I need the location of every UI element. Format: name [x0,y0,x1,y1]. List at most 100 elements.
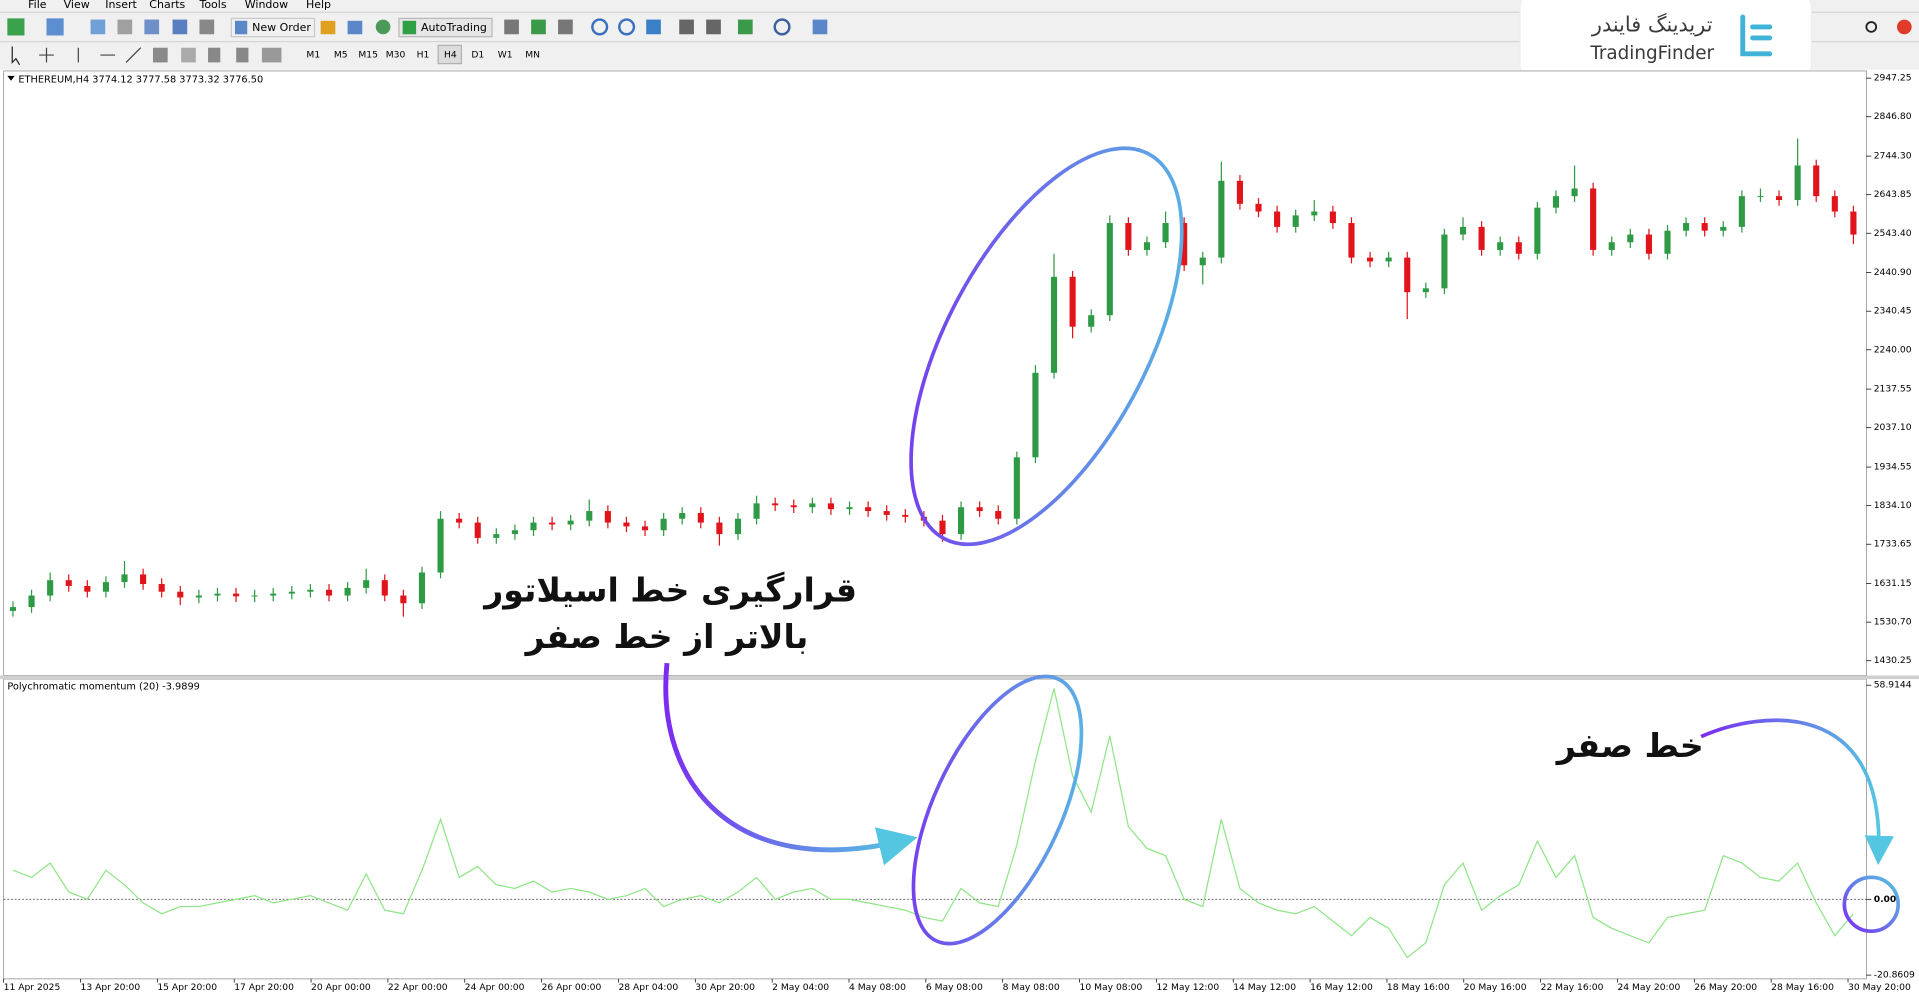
icon[interactable] [706,19,721,35]
menu-item[interactable]: View [64,0,90,11]
x-tick-label: 20 May 16:00 [1464,982,1527,993]
candle-body [1608,242,1615,250]
x-tick-label: 6 May 08:00 [926,982,983,993]
icon[interactable] [152,47,168,63]
momentum-line [12,688,1854,959]
timeframe-button[interactable]: M30 [386,50,406,61]
arrow [1700,718,1894,866]
logo-en: TradingFinder [1589,43,1714,64]
logo-fa: تریدینگ فایندر [1591,13,1713,37]
candle-body [1813,165,1820,197]
x-tick-label: 16 May 12:00 [1310,982,1373,993]
timeframe-button[interactable]: M15 [358,50,378,61]
candle-body [1701,223,1708,231]
candle-body [1627,234,1634,243]
icon[interactable] [261,47,282,63]
candle-body [1050,276,1058,373]
icon[interactable] [117,19,133,35]
candle-body [102,582,109,592]
candle-body [381,580,388,596]
menu-item[interactable]: Charts [149,0,185,11]
icon[interactable] [7,18,25,36]
icon[interactable] [172,19,188,35]
candle-body [1422,288,1429,293]
annotation: قرارگیری خط اسیلاتور [482,571,857,611]
candle-body [1441,234,1448,289]
x-tick-label: 20 Apr 00:00 [311,982,371,993]
icon[interactable] [375,19,391,35]
candle-body [1274,211,1281,227]
timeframe-button[interactable]: H1 [417,50,430,61]
timeframe-button[interactable]: H4 [444,50,457,61]
icon[interactable] [144,19,160,35]
x-tick-label: 13 Apr 20:00 [81,982,141,993]
y-tick-label: 2947.25 [1874,73,1912,84]
icon[interactable] [46,18,64,36]
timeframe-button[interactable]: W1 [498,50,513,61]
candle-body [270,593,277,596]
icon[interactable] [320,20,336,35]
menu-item[interactable]: Tools [198,0,226,11]
new-order-button[interactable] [230,17,316,38]
line-tools[interactable] [77,47,142,63]
highlight-ellipse [909,146,1184,547]
candle-body [753,503,760,519]
autotrading-label: AutoTrading [421,21,487,34]
icon[interactable] [591,18,609,36]
y-tick-label: 2137.55 [1874,384,1912,395]
candle-body [1497,242,1504,250]
icon[interactable] [347,20,363,35]
icon[interactable] [737,19,753,35]
candle-body [1366,257,1374,262]
icon[interactable] [208,47,221,63]
cursor-tool[interactable] [11,46,21,66]
zero-circle [1842,875,1901,933]
icon[interactable] [199,19,215,35]
icon[interactable] [90,19,106,35]
menu-item[interactable]: File [28,0,47,11]
timeframe-button[interactable]: M5 [334,50,348,61]
candle-body [232,593,240,597]
candle-body [1236,180,1243,204]
menu-item[interactable]: Window [245,0,288,11]
candle-body [288,591,295,594]
x-tick-label: 2 May 04:00 [772,982,829,993]
icon[interactable] [531,19,546,35]
candle-body [827,503,835,510]
icon[interactable] [181,47,196,63]
icon[interactable] [618,18,636,36]
candle-body [883,511,890,515]
x-tick-label: 12 May 12:00 [1156,982,1219,993]
crosshair-tool[interactable] [39,47,54,63]
y-tick-label: 2846.80 [1874,111,1912,122]
notification-icon[interactable] [1896,19,1912,35]
candle-body [1645,234,1652,254]
icon[interactable] [236,47,249,63]
icon [234,20,248,35]
icon[interactable] [812,19,828,35]
candle-body [158,584,165,592]
icon[interactable] [679,19,694,35]
search-icon[interactable] [1865,21,1878,33]
icon[interactable] [558,19,573,35]
annotation: بالاتر از خط صفر [524,617,809,657]
menu-item[interactable]: Insert [105,0,137,11]
menu-item[interactable]: Help [306,0,331,11]
candle-body [772,503,779,506]
autotrading-button[interactable] [398,17,493,38]
icon[interactable] [504,19,519,35]
y-tick-label: 2240.00 [1874,344,1912,355]
candle-body [325,589,333,596]
timeframe-button[interactable]: MN [525,50,540,61]
logo-icon [1740,14,1773,57]
candle-body [214,593,221,596]
icon[interactable] [646,19,661,35]
timeframe-button[interactable]: D1 [471,50,484,61]
icon[interactable] [773,18,791,36]
candle-body [1292,215,1299,227]
candle-body [1218,180,1225,258]
price-chart-title: ETHEREUM,H4 3774.12 3777.58 3773.32 3776… [18,75,263,86]
x-tick-label: 30 Apr 20:00 [695,982,755,993]
candle-body [1329,211,1336,224]
timeframe-button[interactable]: M1 [306,50,320,61]
